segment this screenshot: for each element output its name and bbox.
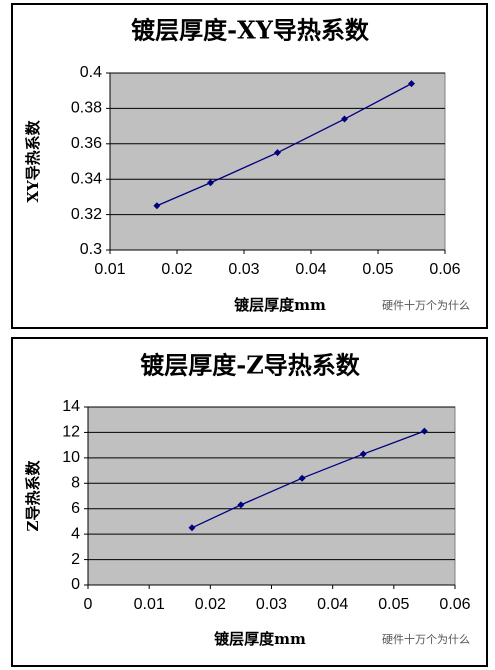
y-tick-label: 0.36 — [71, 135, 102, 152]
x-tick-label: 0.02 — [161, 261, 192, 278]
y-tick-label: 0.38 — [71, 100, 102, 117]
data-point — [188, 524, 196, 532]
data-point — [420, 427, 428, 435]
x-tick-label: 0.06 — [439, 596, 470, 613]
data-point — [408, 80, 415, 88]
watermark: 硬件十万个为什么 — [382, 298, 470, 312]
y-axis-label: Z导热系数 — [24, 460, 42, 532]
x-tick-label: 0 — [84, 596, 93, 613]
x-tick-label: 0.04 — [295, 261, 326, 278]
x-axis-label: 镀层厚度mm — [234, 296, 326, 314]
x-tick-label: 0.05 — [362, 261, 393, 278]
y-tick-label: 0.4 — [80, 64, 102, 81]
data-point — [153, 202, 161, 210]
chart-title: 镀层厚度-XY导热系数 — [131, 16, 370, 45]
y-tick-label: 8 — [71, 475, 80, 492]
x-tick-label: 0.01 — [134, 596, 165, 613]
y-tick-label: 0 — [71, 576, 80, 593]
y-tick-label: 0.32 — [71, 206, 102, 223]
y-axis-label: XY导热系数 — [24, 119, 42, 202]
y-tick-label: 4 — [71, 525, 80, 542]
y-tick-label: 10 — [62, 449, 80, 466]
watermark: 硬件十万个为什么 — [382, 632, 470, 646]
chart-title: 镀层厚度-Z导热系数 — [140, 351, 360, 380]
x-tick-label: 0.02 — [195, 596, 226, 613]
data-point — [274, 149, 281, 157]
y-tick-label: 2 — [71, 551, 80, 568]
x-tick-label: 0.03 — [256, 596, 287, 613]
y-tick-label: 14 — [62, 398, 80, 415]
data-point — [237, 501, 245, 509]
data-point — [298, 474, 306, 482]
x-axis-label: 镀层厚度mm — [214, 630, 306, 648]
y-tick-label: 0.3 — [80, 241, 102, 258]
data-point — [359, 450, 367, 458]
plot-area — [109, 72, 446, 251]
data-point — [207, 179, 214, 187]
data-point — [341, 115, 348, 123]
x-tick-label: 0.05 — [378, 596, 409, 613]
x-tick-label: 0.04 — [317, 596, 348, 613]
y-tick-label: 0.34 — [71, 170, 102, 187]
plot-area — [87, 406, 456, 586]
x-tick-label: 0.06 — [429, 261, 460, 278]
x-tick-label: 0.03 — [228, 261, 259, 278]
x-tick-label: 0.01 — [94, 261, 125, 278]
y-tick-label: 12 — [62, 424, 80, 441]
y-tick-label: 6 — [71, 500, 80, 517]
